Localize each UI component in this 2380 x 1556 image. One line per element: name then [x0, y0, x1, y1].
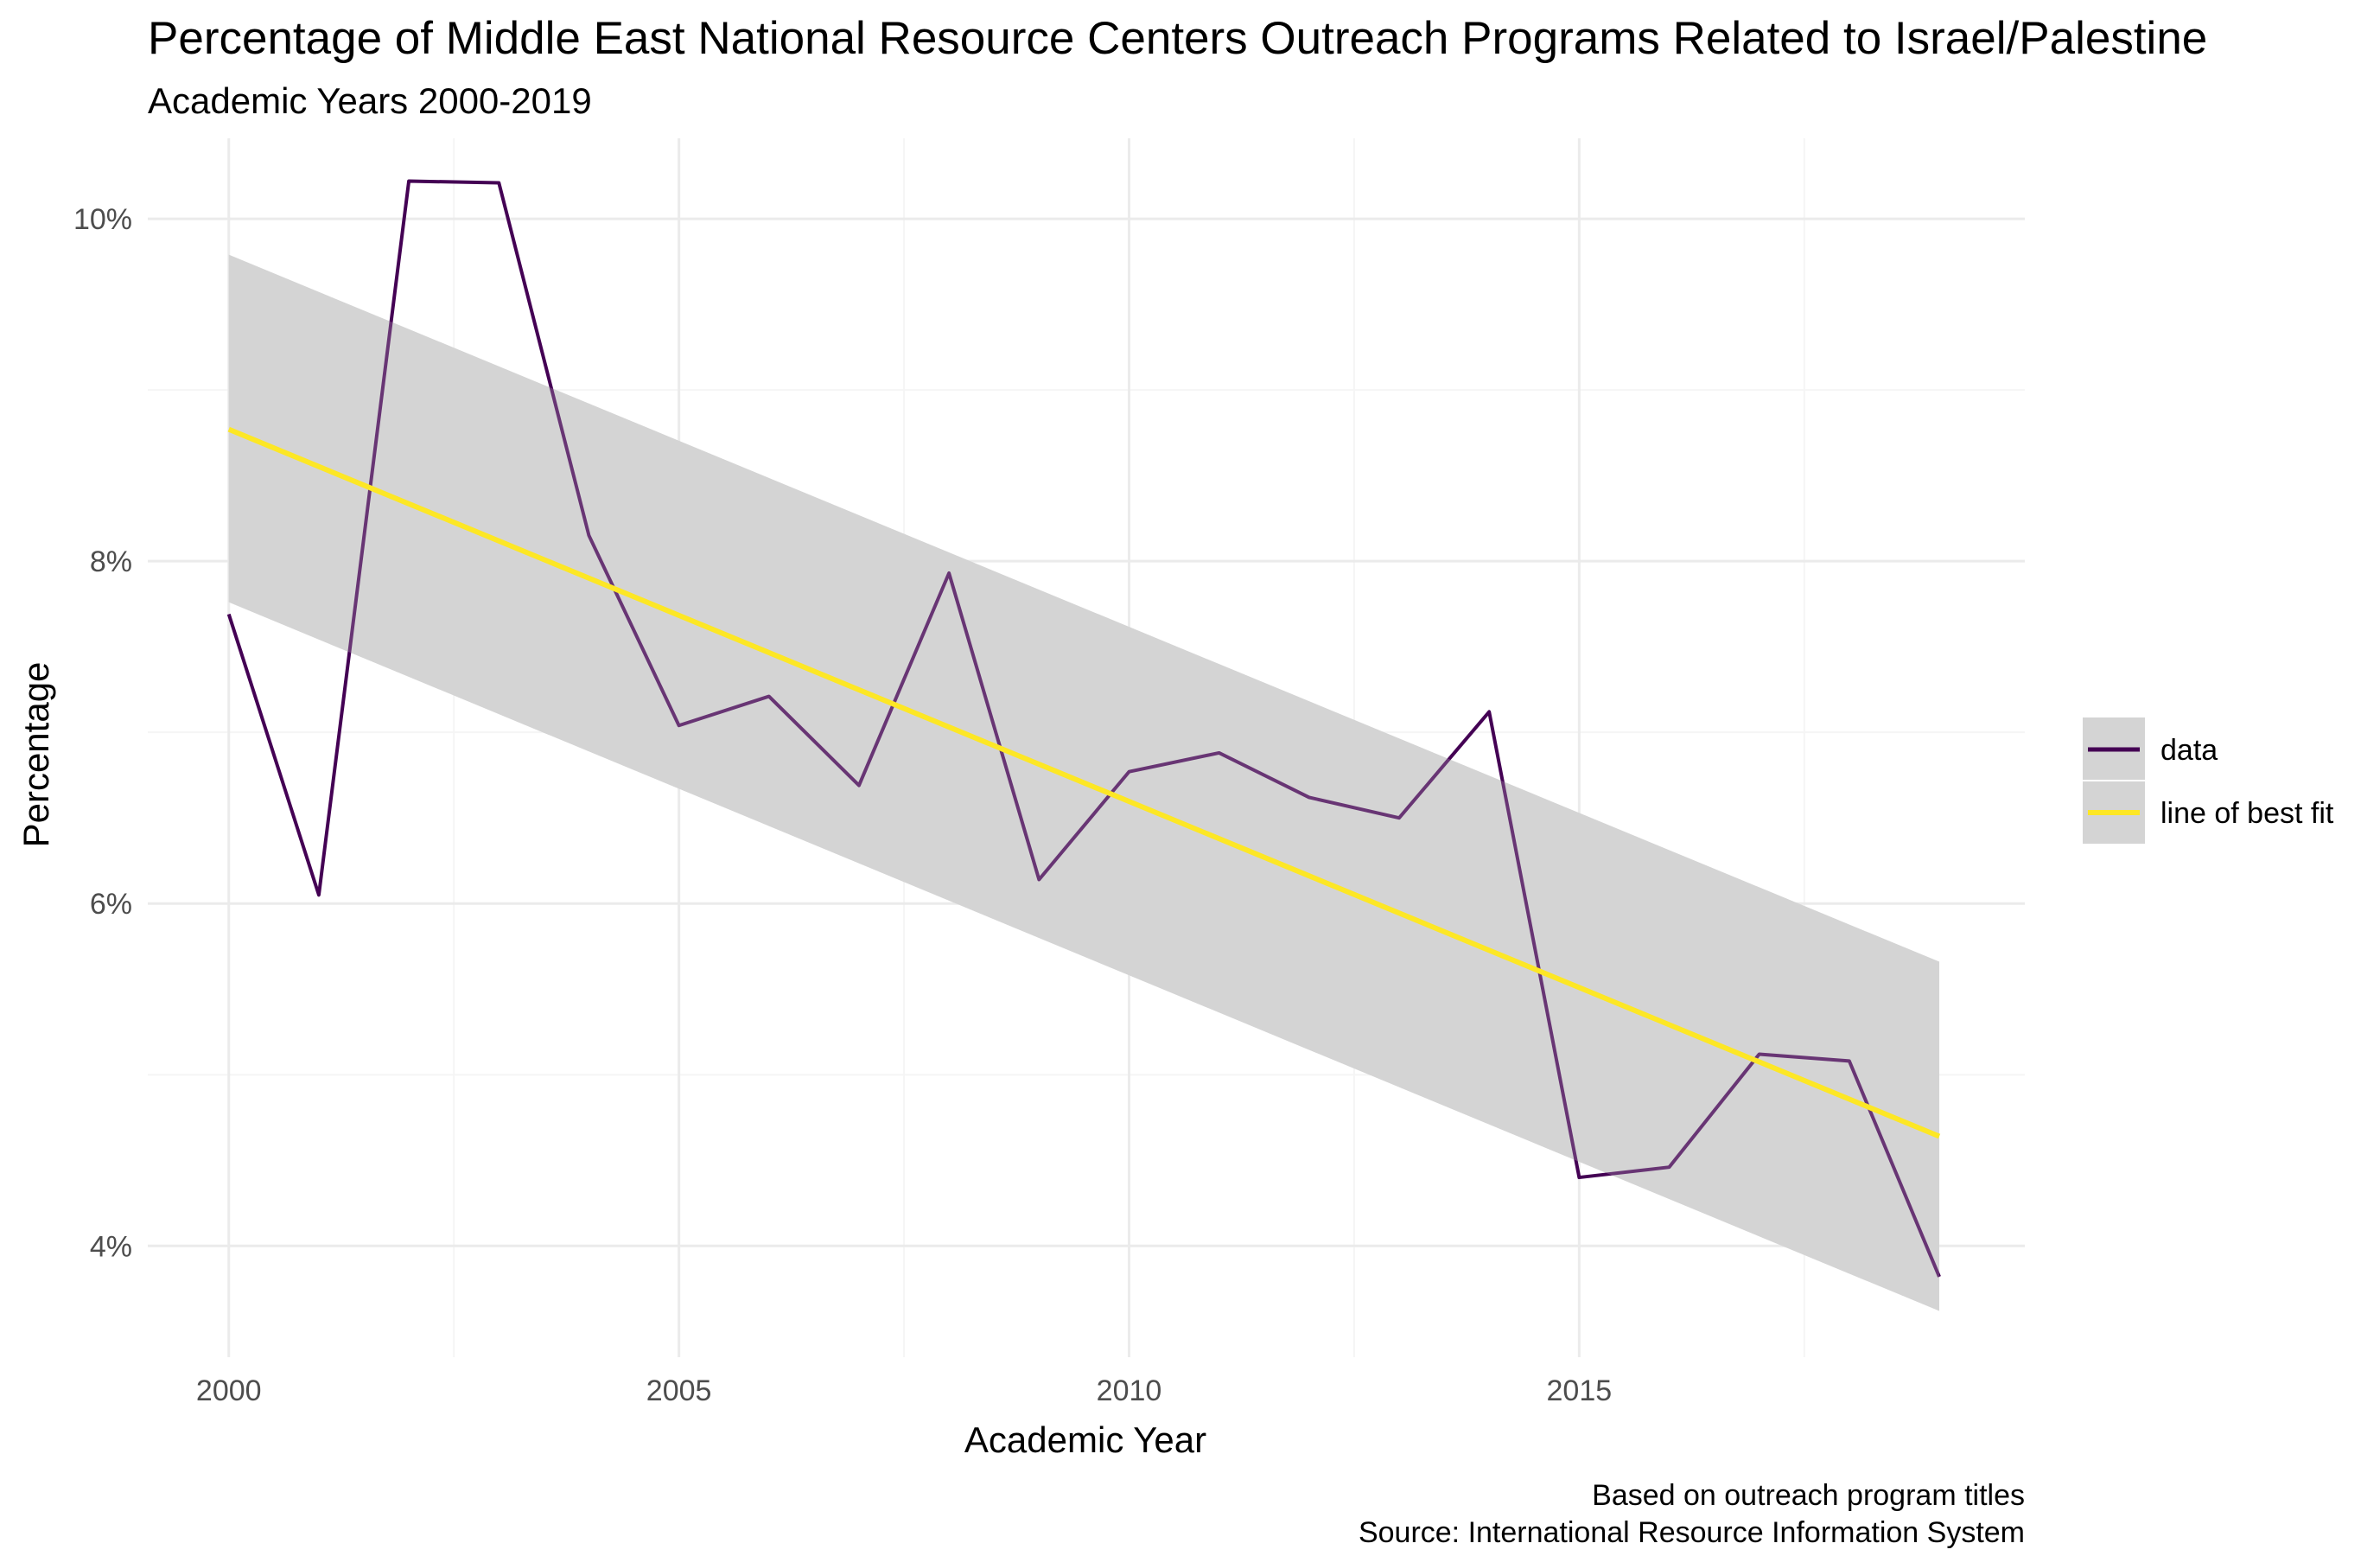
y-tick-label: 10%: [73, 203, 132, 236]
x-axis-title: Academic Year: [964, 1419, 1206, 1460]
x-tick-label: 2005: [646, 1374, 712, 1407]
legend: data line of best fit: [2083, 717, 2334, 844]
y-axis-title: Percentage: [16, 662, 56, 848]
axis-ticks: 2000 2005 2010 2015 4% 6% 8% 10%: [73, 203, 1612, 1407]
y-tick-label: 6%: [90, 888, 132, 921]
legend-label-data: data: [2160, 734, 2218, 767]
series-line-fit: [227, 426, 1941, 1139]
y-tick-label: 4%: [90, 1230, 132, 1263]
y-tick-label: 8%: [90, 545, 132, 578]
series-lines: [226, 179, 1941, 1311]
legend-label-fit: line of best fit: [2160, 797, 2334, 830]
chart-subtitle: Academic Years 2000-2019: [148, 80, 592, 121]
caption-line-2: Source: International Resource Informati…: [1359, 1516, 2025, 1549]
x-tick-label: 2000: [196, 1374, 262, 1407]
caption-line-1: Based on outreach program titles: [1592, 1479, 2025, 1512]
x-tick-label: 2010: [1097, 1374, 1162, 1407]
chart-title: Percentage of Middle East National Resou…: [148, 13, 2207, 64]
x-tick-label: 2015: [1547, 1374, 1613, 1407]
series-line-data: [226, 179, 1941, 1278]
